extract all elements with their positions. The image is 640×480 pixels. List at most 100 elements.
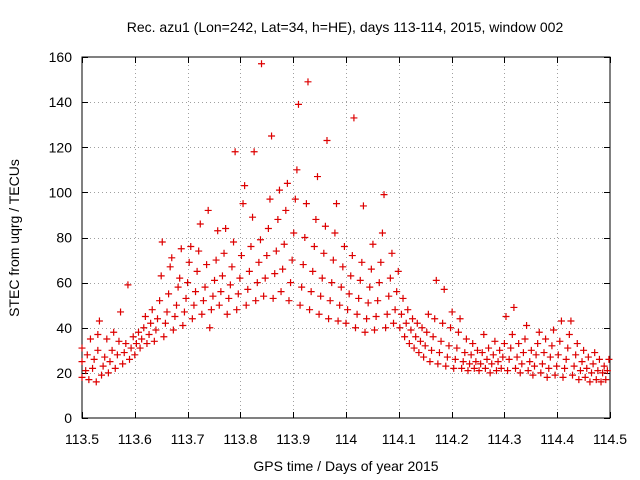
data-point [589,360,597,368]
y-tick-label: 160 [49,49,73,65]
data-point [115,337,123,345]
data-point [504,367,512,375]
data-point [515,340,523,348]
data-point [451,355,459,363]
data-point [581,373,589,381]
data-point [523,321,531,329]
data-point [534,340,542,348]
data-point [98,371,106,379]
data-point [499,353,507,361]
data-point [86,335,94,343]
grid-lines [82,57,610,418]
data-point [467,351,475,359]
data-point [491,337,499,345]
data-point [530,362,538,370]
data-point [163,308,171,316]
data-point [578,358,586,366]
data-point [421,342,429,350]
data-point [85,376,93,384]
data-point [377,258,385,266]
data-point [573,340,581,348]
data-point [569,371,577,379]
data-point [597,378,605,386]
data-point [129,333,137,341]
data-point [90,355,98,363]
data-point [361,328,369,336]
data-point [396,324,404,332]
data-point [546,353,554,361]
data-point [92,378,100,386]
data-point [168,254,176,262]
data-point [226,281,234,289]
data-point [220,249,228,257]
data-point [456,315,464,323]
y-tick-label: 80 [56,230,72,246]
data-point [315,310,323,318]
data-point [431,315,439,323]
data-point [201,283,209,291]
data-point [600,362,608,370]
data-point [415,349,423,357]
data-point [320,249,328,257]
data-point [353,310,361,318]
data-point [101,353,109,361]
data-point [572,351,580,359]
y-tick-label: 140 [49,94,73,110]
data-point [160,333,168,341]
data-point [532,351,540,359]
data-point [583,364,591,372]
data-point [413,319,421,327]
data-point [244,285,252,293]
data-point [179,321,187,329]
data-point [602,376,610,384]
data-point [196,220,204,228]
data-point [350,114,358,122]
data-point [477,360,485,368]
y-tick-label: 120 [49,139,73,155]
data-point [535,328,543,336]
data-point [480,331,488,339]
data-point [540,349,548,357]
data-point [288,256,296,264]
data-point [222,224,230,232]
data-point [302,200,310,208]
data-point [188,315,196,323]
data-point [345,290,353,298]
data-point [372,312,380,320]
data-point [260,292,268,300]
data-point [374,297,382,305]
data-point [318,274,326,282]
data-point [269,294,277,302]
data-point [301,234,309,241]
data-point [494,358,502,366]
data-point [78,358,86,366]
data-point [352,324,360,332]
data-point [448,308,456,316]
data-point [234,290,242,298]
data-point [323,136,331,144]
data-point [152,326,160,334]
x-axis-label: GPS time / Days of year 2015 [253,458,438,474]
data-point [404,306,412,314]
data-point [177,245,185,253]
data-point [483,355,491,363]
x-tick-label: 114.4 [540,431,574,447]
data-point [337,283,345,291]
data-point [249,213,257,221]
data-point [253,279,261,287]
data-point [223,310,231,318]
data-point [340,243,348,251]
data-point [298,283,306,291]
data-point [136,344,144,352]
data-point [511,364,519,372]
data-point [462,335,470,343]
data-point [209,292,217,300]
data-point [464,367,472,375]
data-point [336,301,344,309]
data-point [233,306,241,314]
data-point [161,319,169,327]
data-point [416,337,424,345]
x-tick-label: 113.8 [223,431,257,447]
data-point [567,317,575,325]
data-point [442,362,450,370]
